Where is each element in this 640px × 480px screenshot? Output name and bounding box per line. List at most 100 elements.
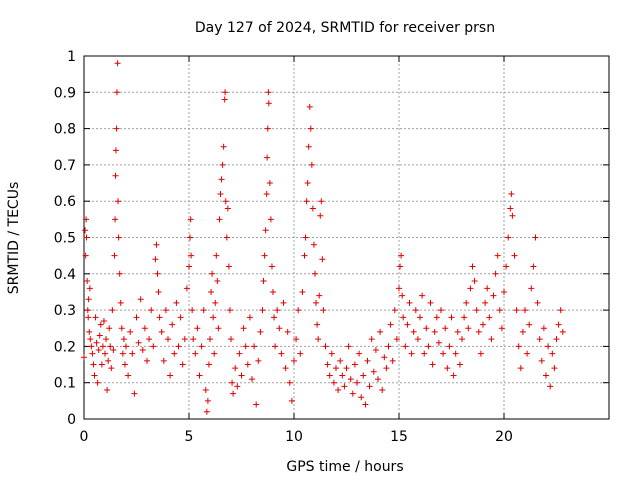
data-point — [226, 264, 232, 270]
data-point — [358, 394, 364, 400]
data-point — [333, 365, 339, 371]
data-point — [265, 126, 271, 132]
data-point — [222, 89, 228, 95]
data-point — [209, 271, 215, 277]
data-point — [313, 300, 319, 306]
data-point — [127, 329, 133, 335]
data-point — [285, 329, 291, 335]
data-point — [236, 351, 242, 357]
data-point — [449, 314, 455, 320]
data-point — [554, 336, 560, 342]
data-point — [121, 336, 127, 342]
data-point — [476, 329, 482, 335]
data-point — [221, 144, 227, 150]
data-point — [419, 293, 425, 299]
data-point — [148, 307, 154, 313]
chart: Day 127 of 2024, SRMTID for receiver prs… — [0, 0, 640, 480]
data-point — [558, 307, 564, 313]
data-point — [488, 336, 494, 342]
data-point — [184, 285, 190, 291]
data-point — [308, 126, 314, 132]
data-point — [533, 235, 539, 241]
grid — [84, 56, 609, 419]
data-point — [392, 307, 398, 313]
data-point — [197, 372, 203, 378]
data-point — [352, 362, 358, 368]
data-point — [161, 358, 167, 364]
data-point — [507, 205, 513, 211]
data-point — [260, 307, 266, 313]
data-point — [417, 314, 423, 320]
data-point — [199, 343, 205, 349]
data-point — [297, 351, 303, 357]
data-point — [369, 336, 375, 342]
data-point — [467, 285, 473, 291]
x-tick-label: 0 — [80, 429, 89, 445]
data-point — [486, 314, 492, 320]
data-point — [225, 205, 231, 211]
y-tick-label: 0.5 — [54, 231, 76, 247]
data-point — [278, 351, 284, 357]
data-point — [261, 278, 267, 284]
data-point — [375, 376, 381, 382]
data-point — [516, 343, 522, 349]
data-point — [203, 387, 209, 393]
y-tick-label: 0.2 — [54, 339, 76, 355]
data-point — [229, 380, 235, 386]
y-tick-label: 0.1 — [54, 376, 76, 392]
data-point — [526, 322, 532, 328]
data-point — [315, 336, 321, 342]
data-point — [314, 322, 320, 328]
data-point — [176, 343, 182, 349]
data-point — [205, 398, 211, 404]
data-point — [102, 351, 108, 357]
data-point — [178, 314, 184, 320]
data-point — [539, 358, 545, 364]
data-point — [397, 264, 403, 270]
y-tick-label: 0.3 — [54, 303, 76, 319]
data-point — [365, 358, 371, 364]
data-point — [319, 256, 325, 262]
data-point — [138, 296, 144, 302]
x-tick-label: 10 — [285, 429, 303, 445]
data-point — [113, 173, 119, 179]
data-point — [373, 347, 379, 353]
data-point — [95, 380, 101, 386]
data-point — [228, 336, 234, 342]
data-point — [453, 351, 459, 357]
data-point — [150, 343, 156, 349]
data-point — [103, 336, 109, 342]
data-point — [341, 383, 347, 389]
data-point — [223, 198, 229, 204]
y-tick-label: 0.7 — [54, 158, 76, 174]
data-point — [305, 180, 311, 186]
data-point — [390, 358, 396, 364]
data-point — [249, 376, 255, 382]
data-point — [111, 253, 117, 259]
data-point — [442, 325, 448, 331]
data-point — [440, 351, 446, 357]
data-point — [411, 329, 417, 335]
data-point — [215, 325, 221, 331]
data-point — [356, 351, 362, 357]
data-point — [545, 343, 551, 349]
data-point — [87, 336, 93, 342]
data-point — [518, 365, 524, 371]
data-point — [85, 307, 91, 313]
data-point — [239, 372, 245, 378]
data-point — [472, 278, 478, 284]
data-point — [470, 264, 476, 270]
data-point — [457, 362, 463, 368]
data-point — [360, 372, 366, 378]
data-point — [90, 362, 96, 368]
data-point — [163, 307, 169, 313]
x-tick-label: 20 — [495, 429, 513, 445]
data-point — [551, 365, 557, 371]
data-point — [87, 285, 93, 291]
data-point — [272, 343, 278, 349]
data-point — [307, 104, 313, 110]
data-point — [547, 383, 553, 389]
y-tick-label: 0.8 — [54, 122, 76, 138]
data-point — [171, 351, 177, 357]
data-point — [81, 354, 87, 360]
